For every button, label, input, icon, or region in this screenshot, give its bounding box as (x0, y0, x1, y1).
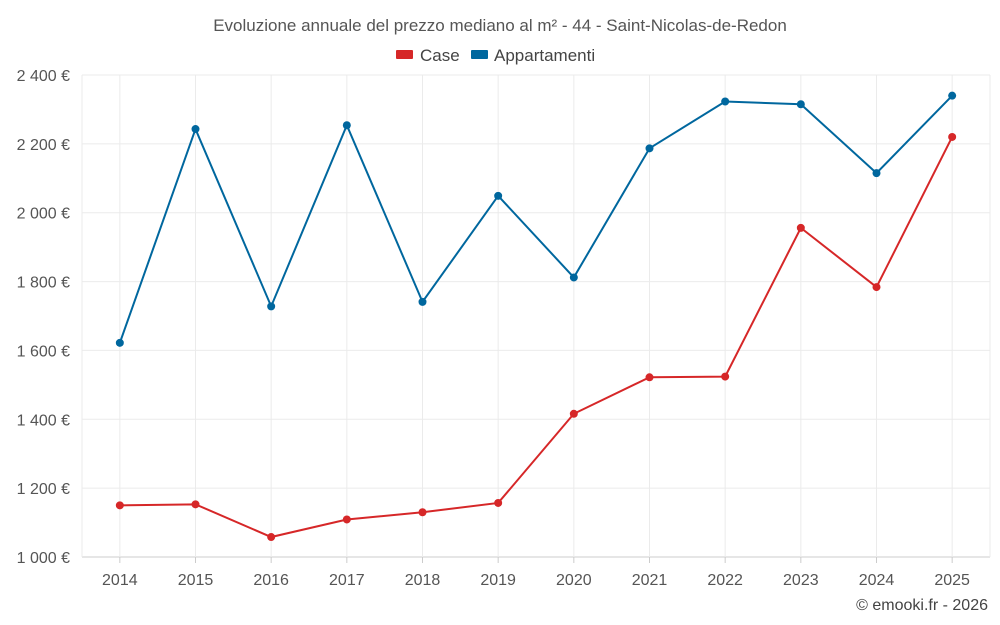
y-tick-label: 1 200 € (17, 481, 70, 498)
x-tick-label: 2024 (859, 572, 895, 589)
y-tick-label: 1 800 € (17, 275, 70, 292)
y-tick-label: 2 000 € (17, 206, 70, 223)
x-tick-label: 2017 (329, 572, 365, 589)
x-tick-label: 2025 (934, 572, 970, 589)
y-tick-label: 2 200 € (17, 137, 70, 154)
legend-label-appartamenti: Appartamenti (494, 46, 595, 65)
data-point-case (796, 223, 805, 232)
data-point-appartamenti (418, 297, 427, 306)
legend-label-case: Case (420, 46, 460, 65)
data-point-case (494, 498, 503, 507)
credit-text: © emooki.fr - 2026 (856, 597, 988, 614)
series-line-appartamenti (118, 94, 953, 344)
legend-swatch-case (396, 50, 413, 59)
y-axis: 1 000 € 1 200 € 1 400 € 1 600 € 1 800 € 2 000… (17, 68, 70, 567)
data-point-case (721, 372, 730, 381)
data-point-appartamenti (342, 121, 351, 130)
series-line-case (119, 136, 954, 539)
x-tick-label: 2021 (632, 572, 668, 589)
data-point-case (191, 500, 200, 509)
y-tick-label: 1 000 € (17, 550, 70, 567)
legend: Case Appartamenti (396, 46, 595, 65)
data-point-case (342, 515, 351, 524)
data-point-case (645, 373, 654, 382)
x-tick-label: 2020 (556, 572, 592, 589)
data-point-appartamenti (796, 100, 805, 109)
x-tick-label: 2016 (253, 572, 289, 589)
data-point-appartamenti (948, 91, 957, 100)
x-tick-label: 2019 (480, 572, 516, 589)
x-tick-label: 2015 (178, 572, 214, 589)
y-tick-label: 1 600 € (17, 343, 70, 360)
x-tick-label: 2014 (102, 572, 138, 589)
x-tick-label: 2022 (707, 572, 743, 589)
grid (81, 74, 991, 563)
legend-swatch-appartamenti (471, 50, 488, 59)
data-point-appartamenti (569, 273, 578, 282)
data-point-appartamenti (645, 144, 654, 153)
x-tick-label: 2023 (783, 572, 819, 589)
series-layer (115, 91, 957, 542)
y-tick-label: 1 400 € (17, 412, 70, 429)
data-point-appartamenti (494, 191, 503, 200)
data-point-case (872, 283, 881, 292)
data-point-case (948, 132, 957, 141)
data-point-appartamenti (191, 125, 200, 134)
data-point-case (418, 508, 427, 517)
data-point-case (569, 409, 578, 418)
data-point-appartamenti (721, 97, 730, 106)
data-point-appartamenti (872, 169, 881, 178)
data-point-appartamenti (267, 302, 276, 311)
data-point-appartamenti (115, 338, 124, 347)
chart-title: Evoluzione annuale del prezzo mediano al… (213, 16, 787, 35)
data-point-case (115, 501, 124, 510)
x-axis: 2014 2015 2016 2017 2018 2019 2020 2021 2022 2023… (102, 572, 970, 589)
y-tick-label: 2 400 € (17, 68, 70, 85)
data-point-case (267, 533, 276, 542)
x-tick-label: 2018 (405, 572, 441, 589)
